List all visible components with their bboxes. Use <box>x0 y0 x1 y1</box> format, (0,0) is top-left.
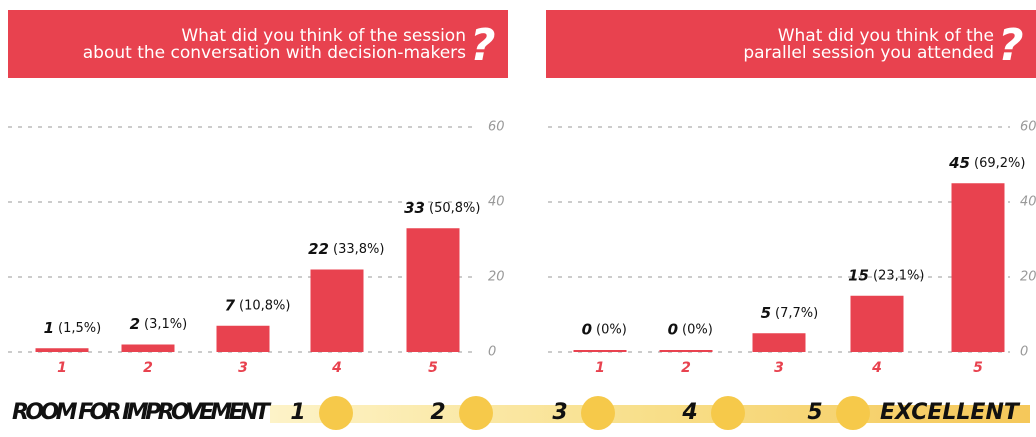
x-tick-label: 4 <box>871 360 882 376</box>
share-label: (10,8%) <box>239 298 290 313</box>
share-label: (0%) <box>596 323 627 338</box>
share-label: (50,8%) <box>429 201 480 216</box>
y-tick-label: 0 <box>488 345 496 360</box>
y-tick-label: 60 <box>1020 120 1036 135</box>
value-label: 0 <box>582 321 592 339</box>
value-label: 5 <box>761 304 771 322</box>
x-tick-label: 2 <box>143 360 153 376</box>
share-label: (33,8%) <box>333 242 384 257</box>
smiley <box>711 396 745 430</box>
x-tick-label: 4 <box>331 360 342 376</box>
value-label: 15 <box>848 266 869 284</box>
smiley <box>581 396 615 430</box>
title-mark: ? <box>998 20 1024 71</box>
x-tick-label: 3 <box>774 360 784 376</box>
share-label: (69,2%) <box>974 156 1025 171</box>
scale-low: ROOM FOR IMPROVEMENT <box>12 400 272 425</box>
share-label: (0%) <box>682 323 713 338</box>
bar <box>216 325 270 352</box>
x-tick-label: 5 <box>973 360 983 376</box>
bar <box>752 333 806 352</box>
bar <box>406 228 460 352</box>
share-label: (23,1%) <box>873 268 924 283</box>
x-tick-label: 2 <box>681 360 691 376</box>
header <box>8 10 508 78</box>
smiley <box>319 396 353 430</box>
x-tick-label: 5 <box>428 360 438 376</box>
scale-step: 1 <box>290 400 305 425</box>
value-label: 1 <box>44 319 54 337</box>
bar <box>35 348 89 352</box>
bar <box>310 269 364 352</box>
share-label: (7,7%) <box>775 306 818 321</box>
y-tick-label: 60 <box>488 120 505 135</box>
chart-title: about the conversation with decision-mak… <box>83 43 466 63</box>
y-tick-label: 40 <box>1020 195 1036 210</box>
scale-step: 3 <box>552 400 567 425</box>
y-tick-label: 20 <box>1020 270 1036 285</box>
x-tick-label: 1 <box>57 360 67 376</box>
bar <box>659 350 713 352</box>
value-label: 45 <box>948 154 970 172</box>
bar <box>121 344 175 352</box>
title-mark: ? <box>470 20 496 71</box>
value-label: 33 <box>404 199 425 217</box>
y-tick-label: 20 <box>488 270 505 285</box>
bar <box>951 183 1005 352</box>
y-tick-label: 0 <box>1020 345 1028 360</box>
chart-title: What did you think of the <box>778 26 994 46</box>
y-tick-label: 40 <box>488 195 505 210</box>
bar <box>850 295 904 352</box>
bar <box>573 350 627 352</box>
share-label: (1,5%) <box>58 321 101 336</box>
value-label: 22 <box>308 240 329 258</box>
chart-title: parallel session you attended <box>743 43 994 63</box>
x-tick-label: 3 <box>238 360 248 376</box>
scale-step: 2 <box>430 400 445 425</box>
smiley <box>836 396 870 430</box>
chart-title: What did you think of the session <box>181 26 466 46</box>
x-tick-label: 1 <box>595 360 605 376</box>
smiley <box>459 396 493 430</box>
scale-step: 4 <box>681 400 697 425</box>
scale-step: 5 <box>807 400 822 425</box>
header <box>546 10 1036 78</box>
scale-high: EXCELLENT <box>880 400 1021 425</box>
value-label: 7 <box>225 296 236 314</box>
value-label: 0 <box>668 321 678 339</box>
share-label: (3,1%) <box>144 317 187 332</box>
value-label: 2 <box>130 315 140 333</box>
